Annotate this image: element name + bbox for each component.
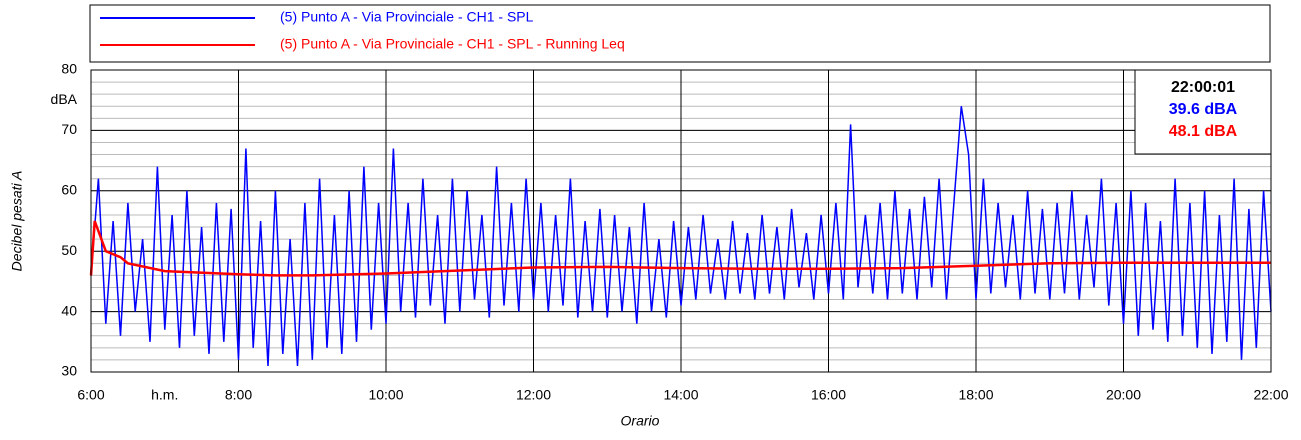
x-tick-label: 8:00 (225, 387, 252, 403)
x-tick-label: 22:00 (1253, 387, 1288, 403)
x-tick-label: 18:00 (958, 387, 993, 403)
x-unit: h.m. (151, 387, 178, 403)
legend-label: (5) Punto A - Via Provinciale - CH1 - SP… (280, 36, 625, 52)
y-tick-label: 30 (61, 363, 77, 379)
y-tick-label: 50 (61, 242, 77, 258)
legend-box (89, 4, 1271, 63)
plot-frame (90, 69, 1272, 373)
series-line (90, 106, 1272, 367)
y-unit: dBA (51, 91, 78, 107)
y-tick-label: 40 (61, 302, 77, 318)
x-tick-label: 10:00 (368, 387, 403, 403)
cursor-value: 48.1 dBA (1169, 123, 1238, 140)
cursor-time: 22:00:01 (1171, 79, 1235, 96)
x-axis-label: Orario (621, 413, 660, 429)
x-tick-label: 14:00 (663, 387, 698, 403)
x-tick-label: 6:00 (77, 387, 104, 403)
series-line (89, 220, 1271, 277)
y-tick-label: 80 (61, 61, 77, 77)
cursor-box (1134, 69, 1272, 155)
x-tick-label: 16:00 (811, 387, 846, 403)
y-tick-label: 70 (61, 121, 77, 137)
x-tick-label: 12:00 (516, 387, 551, 403)
x-tick-label: 20:00 (1106, 387, 1141, 403)
cursor-value: 39.6 dBA (1169, 101, 1238, 118)
legend-label: (5) Punto A - Via Provinciale - CH1 - SP… (280, 9, 534, 25)
y-tick-label: 60 (61, 182, 77, 198)
y-axis-label: Decibel pesati A (9, 171, 25, 272)
